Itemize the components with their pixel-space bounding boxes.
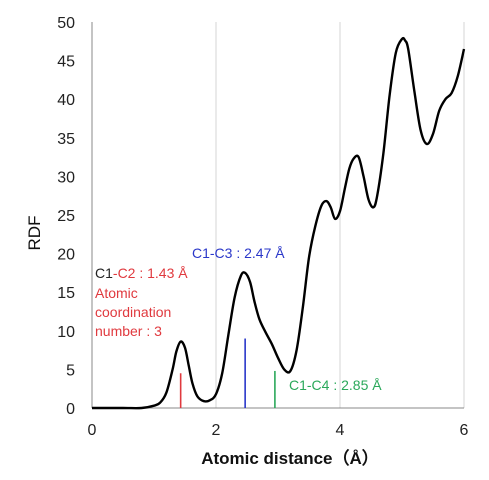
y-tick-45: 45	[57, 54, 75, 71]
y-tick-0: 0	[66, 401, 75, 418]
grid-lines	[215, 22, 465, 408]
annotation-c1-c4: C1-C4 : 2.85 Å	[289, 377, 382, 393]
y-tick-15: 15	[57, 285, 75, 302]
axes	[91, 22, 464, 409]
y-tick-5: 5	[66, 362, 75, 379]
y-tick-25: 25	[57, 208, 75, 225]
coordination-line-2: coordination	[95, 304, 171, 320]
rdf-series-line	[92, 36, 466, 410]
x-axis-title: Atomic distance（Å）	[201, 448, 379, 468]
y-tick-labels: 0 5 10 15 20 25 30 35 40 45 50	[57, 15, 75, 418]
annotation-c1-c3: C1-C3 : 2.47 Å	[192, 245, 285, 261]
y-axis-title: RDF	[25, 216, 44, 251]
coordination-line-1: Atomic	[95, 285, 138, 301]
y-tick-35: 35	[57, 131, 75, 148]
y-tick-40: 40	[57, 92, 75, 109]
x-tick-0: 0	[88, 422, 97, 439]
bond-markers	[179, 338, 276, 408]
x-tick-labels: 0 2 4 6	[88, 422, 469, 439]
x-tick-2: 2	[212, 422, 221, 439]
x-tick-6: 6	[460, 422, 469, 439]
annotation-c1-prefix: C1	[95, 265, 113, 281]
y-tick-20: 20	[57, 247, 75, 264]
x-tick-4: 4	[336, 422, 345, 439]
annotation-c1-c2: C1-C2 : 1.43 Å	[95, 265, 188, 281]
y-tick-10: 10	[57, 324, 75, 341]
y-tick-30: 30	[57, 169, 75, 186]
coordination-line-3: number : 3	[95, 323, 162, 339]
annotation-c2-part: -C2 : 1.43 Å	[113, 265, 188, 281]
y-tick-50: 50	[57, 15, 75, 32]
